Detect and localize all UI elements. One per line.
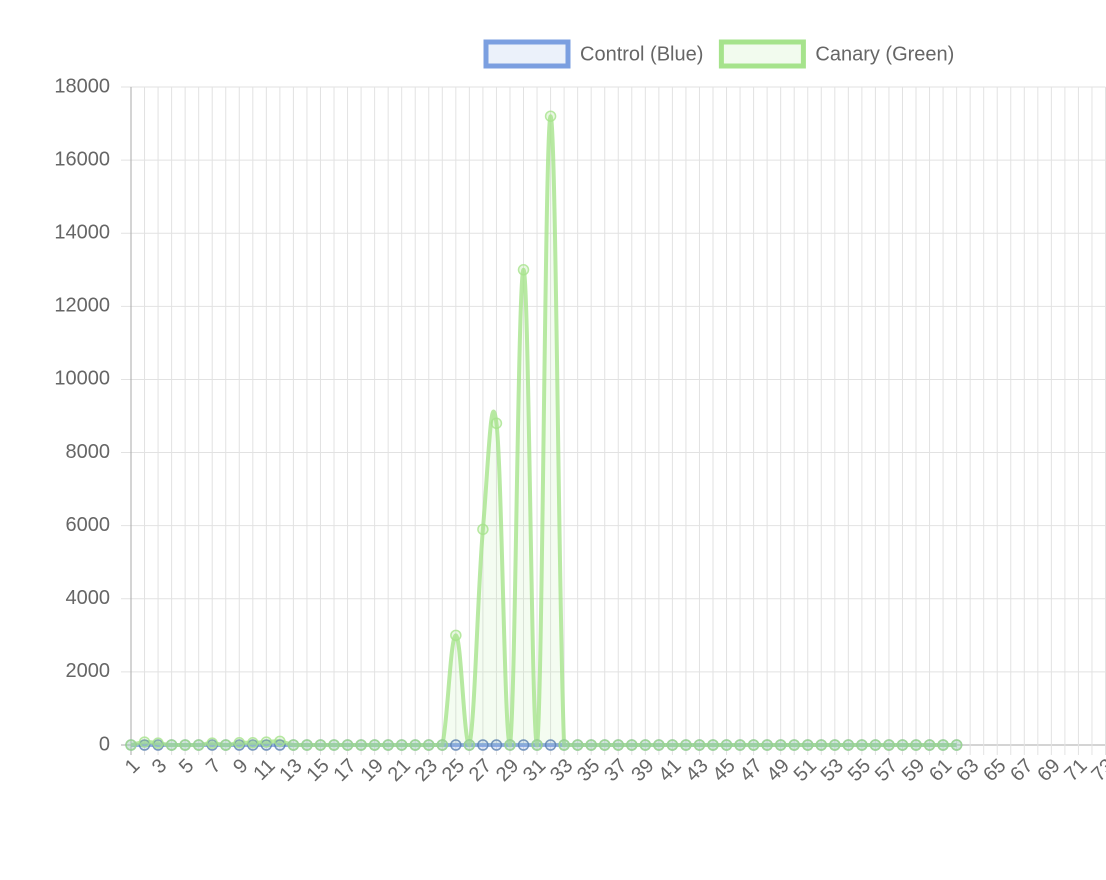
data-point	[138, 739, 151, 751]
data-point	[612, 739, 624, 751]
data-point	[707, 739, 719, 751]
data-point	[233, 737, 246, 749]
data-point	[368, 739, 381, 751]
data-point	[693, 739, 706, 751]
data-point	[598, 739, 611, 751]
y-tick-label: 6000	[66, 514, 111, 536]
data-point	[544, 739, 557, 751]
x-tick-label: 73	[1087, 755, 1106, 786]
data-point	[382, 739, 394, 751]
data-point	[409, 739, 421, 751]
data-point	[558, 739, 570, 751]
data-point	[395, 739, 408, 751]
data-point	[950, 739, 963, 751]
data-point	[287, 739, 300, 751]
data-point	[328, 739, 340, 751]
data-point	[910, 739, 922, 751]
x-tick-label: 3	[148, 755, 171, 778]
data-point	[734, 739, 746, 751]
data-point	[923, 739, 936, 751]
y-tick-label: 4000	[66, 587, 111, 609]
data-point	[774, 739, 787, 751]
data-point	[829, 739, 841, 751]
data-point	[477, 739, 489, 751]
data-point	[301, 739, 313, 751]
data-point	[450, 739, 462, 751]
legend-swatch	[718, 39, 806, 69]
data-point	[720, 739, 733, 751]
data-point	[152, 737, 164, 749]
x-tick-label: 7	[202, 755, 225, 778]
y-tick-label: 16000	[54, 148, 110, 170]
data-point	[788, 739, 800, 751]
data-point	[179, 739, 191, 751]
data-point	[274, 735, 286, 748]
data-point	[423, 739, 435, 751]
y-tick-label: 2000	[66, 660, 111, 682]
data-point	[585, 739, 597, 751]
y-tick-label: 10000	[54, 368, 110, 390]
data-point	[274, 739, 286, 751]
data-point	[626, 739, 638, 751]
y-tick-label: 8000	[66, 441, 111, 463]
data-point	[815, 739, 828, 751]
data-point	[517, 264, 530, 276]
data-point	[260, 739, 273, 751]
data-point	[517, 739, 530, 751]
data-point	[463, 739, 476, 751]
y-tick-label: 14000	[54, 222, 110, 244]
data-point	[639, 739, 652, 751]
data-point	[206, 737, 218, 749]
data-point	[883, 739, 895, 751]
data-point	[571, 739, 584, 751]
data-point	[747, 739, 760, 751]
data-point	[436, 739, 449, 751]
data-point	[192, 739, 205, 751]
legend-label: Control (Blue)	[580, 43, 703, 65]
data-point	[504, 739, 516, 751]
x-tick-label: 5	[175, 755, 198, 778]
data-point	[355, 739, 367, 751]
data-point	[247, 737, 259, 749]
data-point	[490, 417, 503, 430]
data-point	[165, 739, 178, 751]
x-tick-label: 9	[229, 755, 252, 778]
x-tick-label: 1	[121, 755, 144, 778]
data-point	[801, 739, 814, 751]
data-point	[680, 739, 692, 751]
data-point	[856, 739, 868, 751]
data-point	[896, 739, 909, 751]
data-point	[544, 110, 557, 122]
data-point	[869, 739, 882, 751]
data-point	[937, 739, 949, 751]
y-tick-label: 12000	[54, 295, 110, 317]
data-point	[761, 739, 773, 751]
data-point	[125, 739, 137, 751]
y-tick-label: 18000	[54, 75, 110, 97]
data-point	[219, 739, 232, 751]
legend-label: Canary (Green)	[815, 43, 954, 65]
data-point	[341, 739, 354, 751]
data-point	[477, 523, 489, 536]
data-point	[260, 736, 273, 748]
data-point	[666, 739, 679, 751]
data-point	[314, 739, 327, 751]
series-line	[130, 114, 957, 748]
data-point	[138, 736, 151, 748]
data-point	[531, 739, 543, 751]
data-point	[653, 739, 665, 751]
data-point	[450, 629, 462, 642]
y-tick-label: 0	[99, 733, 110, 755]
legend-swatch	[483, 39, 571, 69]
data-point	[842, 739, 855, 751]
data-point	[490, 739, 503, 751]
